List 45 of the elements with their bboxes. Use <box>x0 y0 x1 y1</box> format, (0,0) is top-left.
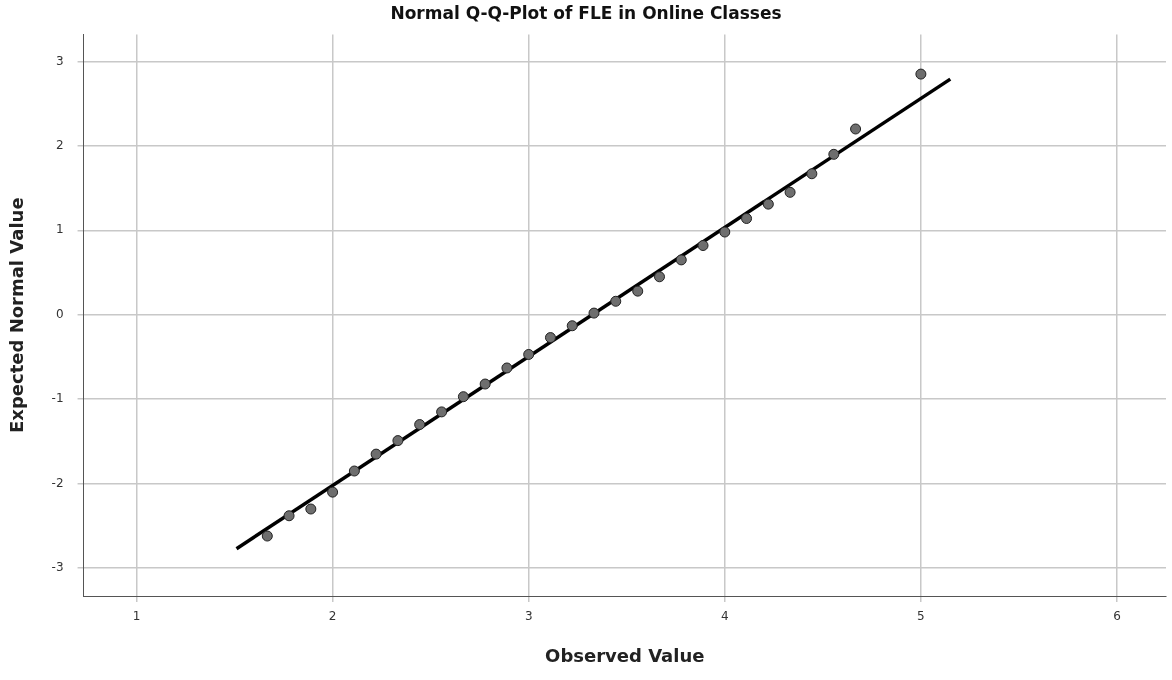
point <box>719 226 731 238</box>
point <box>697 240 709 252</box>
y-tick-label: -1 <box>51 391 64 406</box>
point <box>850 123 862 135</box>
x-axis-title: Observed Value <box>545 644 705 666</box>
point <box>327 486 339 498</box>
y-tick-label: 0 <box>55 306 64 321</box>
x-tick-label: 6 <box>1113 609 1121 624</box>
point <box>544 332 556 344</box>
x-tick-label: 5 <box>917 609 925 624</box>
point <box>414 419 426 431</box>
point <box>828 148 840 160</box>
point <box>566 320 578 332</box>
point <box>588 307 600 319</box>
point <box>501 362 513 374</box>
y-tick-label: -2 <box>51 475 64 490</box>
point <box>806 168 818 180</box>
point <box>283 510 295 522</box>
point <box>784 186 796 198</box>
y-tick-label: 2 <box>55 138 64 152</box>
point <box>261 530 273 542</box>
point <box>741 213 753 224</box>
y-axis-title: Expected Normal Value <box>6 197 28 433</box>
point <box>436 406 448 418</box>
x-tick-label: 4 <box>720 609 729 624</box>
point <box>392 435 404 447</box>
point <box>479 378 491 390</box>
chart-title: Normal Q-Q-Plot of FLE in Online Classes <box>390 2 782 23</box>
point <box>457 391 469 403</box>
y-tick-label: -3 <box>51 560 64 575</box>
point <box>675 254 687 266</box>
y-tick-label: 1 <box>55 222 64 237</box>
point <box>305 503 317 515</box>
point <box>653 271 665 283</box>
point <box>915 68 927 80</box>
x-tick-label: 2 <box>328 609 337 624</box>
x-tick-label: 1 <box>132 609 141 624</box>
point <box>370 448 382 460</box>
point <box>762 198 774 210</box>
x-tick-label: 3 <box>524 609 533 624</box>
point <box>348 465 360 477</box>
point <box>523 348 535 360</box>
point <box>610 295 622 307</box>
point <box>632 285 644 297</box>
y-tick-label: 3 <box>55 53 64 68</box>
